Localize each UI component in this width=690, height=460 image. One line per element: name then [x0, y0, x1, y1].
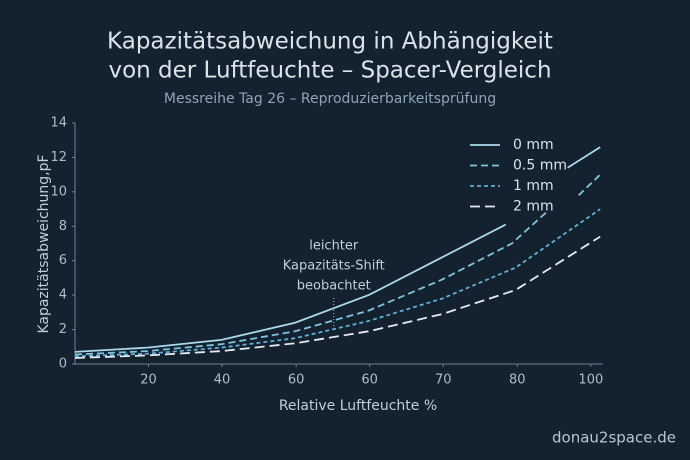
legend-label: 0.5 mm: [513, 158, 567, 174]
legend-label: 0 mm: [513, 137, 554, 153]
y-tick-label: 14: [50, 116, 67, 131]
annotation-text: Kapazitäts-Shift: [283, 259, 385, 274]
y-tick-label: 6: [59, 253, 67, 268]
y-tick-label: 10: [50, 184, 67, 199]
x-tick-label: 60: [361, 373, 378, 388]
y-tick-label: 0: [59, 357, 67, 372]
x-tick-label: 20: [140, 373, 157, 388]
legend-label: 1 mm: [513, 178, 554, 194]
chart-subtitle: Messreihe Tag 26 – Reproduzierbarkeitspr…: [164, 91, 496, 107]
series-line: [74, 235, 601, 359]
chart-title: Kapazitätsabweichung in Abhängigkeit: [107, 29, 553, 55]
y-tick-label: 2: [59, 322, 67, 337]
x-tick-label: 60: [288, 373, 305, 388]
x-tick-label: 70: [435, 373, 452, 388]
annotation-text: leichter: [309, 239, 359, 254]
y-tick-label: 8: [59, 219, 67, 234]
y-tick-label: 12: [50, 150, 67, 165]
watermark: donau2space.de: [552, 429, 676, 447]
x-tick-label: 40: [214, 373, 231, 388]
x-tick-label: 80: [509, 373, 526, 388]
y-axis-label: Kapazitätsabweichung,pF: [36, 154, 52, 333]
chart-title: von der Luftfeuchte – Spacer-Vergleich: [108, 58, 551, 84]
series-line: [74, 173, 601, 356]
x-tick-label: 100: [578, 373, 603, 388]
series-line: [74, 208, 601, 358]
annotation-text: beobachtet: [297, 279, 371, 294]
x-axis-label: Relative Luftfeuchte %: [279, 398, 437, 414]
y-tick-label: 4: [59, 288, 67, 303]
legend-label: 2 mm: [513, 199, 554, 215]
series-line: [74, 146, 601, 353]
